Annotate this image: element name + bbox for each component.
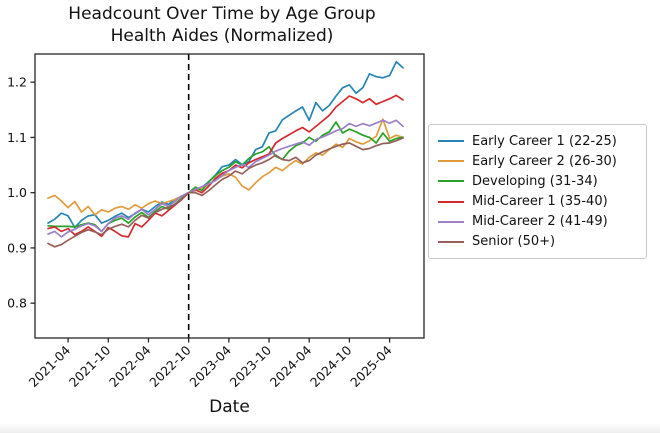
chart-title-block: Headcount Over Time by Age Group Health … (20, 3, 424, 47)
x-tick-label: 2024-10 (307, 342, 355, 390)
chart-subtitle: Health Aides (Normalized) (110, 26, 334, 46)
legend: Early Career 1 (22-25) Early Career 2 (26… (428, 124, 647, 259)
legend-item: Senior (50+) (438, 233, 637, 251)
legend-label: Early Career 2 (26-30) (472, 153, 617, 169)
y-tick-label: 1.2 (7, 75, 27, 90)
y-tick-label: 0.9 (7, 240, 27, 255)
legend-label: Senior (50+) (472, 234, 556, 250)
legend-line-swatch (438, 140, 464, 142)
series-line (47, 94, 404, 238)
legend-label: Early Career 1 (22-25) (472, 133, 617, 149)
legend-line-swatch (438, 220, 464, 223)
y-tick-label: 1.1 (7, 130, 27, 145)
x-tick-label: 2024-04 (267, 342, 315, 390)
legend-line-swatch (438, 180, 464, 183)
legend-line-swatch (438, 160, 464, 163)
y-tick-label: 0.8 (7, 296, 27, 311)
x-tick-label: 2022-10 (146, 342, 194, 390)
window-edge-shadow (0, 423, 660, 433)
series-line (47, 119, 404, 238)
x-axis-label: Date (209, 397, 250, 417)
legend-item: Early Career 1 (22-25) (438, 132, 637, 150)
x-tick-label: 2021-10 (66, 342, 114, 390)
legend-item: Mid-Career 1 (35-40) (438, 193, 637, 211)
legend-label: Developing (31-34) (472, 173, 598, 189)
legend-line-swatch (438, 240, 464, 243)
chart-title: Headcount Over Time by Age Group (68, 4, 376, 24)
series-line (47, 118, 404, 216)
legend-item: Developing (31-34) (438, 172, 637, 190)
legend-line-swatch (438, 200, 464, 203)
series-line (47, 137, 404, 248)
x-tick-label: 2022-04 (106, 342, 154, 390)
series-line (47, 60, 404, 229)
legend-label: Mid-Career 2 (41-49) (472, 214, 608, 230)
x-tick-label: 2023-10 (227, 342, 275, 390)
legend-item: Early Career 2 (26-30) (438, 152, 637, 170)
legend-item: Mid-Career 2 (41-49) (438, 213, 637, 231)
x-tick-label: 2021-04 (26, 342, 74, 390)
plot-border (34, 53, 425, 339)
legend-label: Mid-Career 1 (35-40) (472, 194, 608, 210)
x-tick-label: 2023-04 (186, 342, 234, 390)
x-tick-label: 2025-04 (347, 342, 395, 390)
y-tick-label: 1.0 (7, 185, 27, 200)
